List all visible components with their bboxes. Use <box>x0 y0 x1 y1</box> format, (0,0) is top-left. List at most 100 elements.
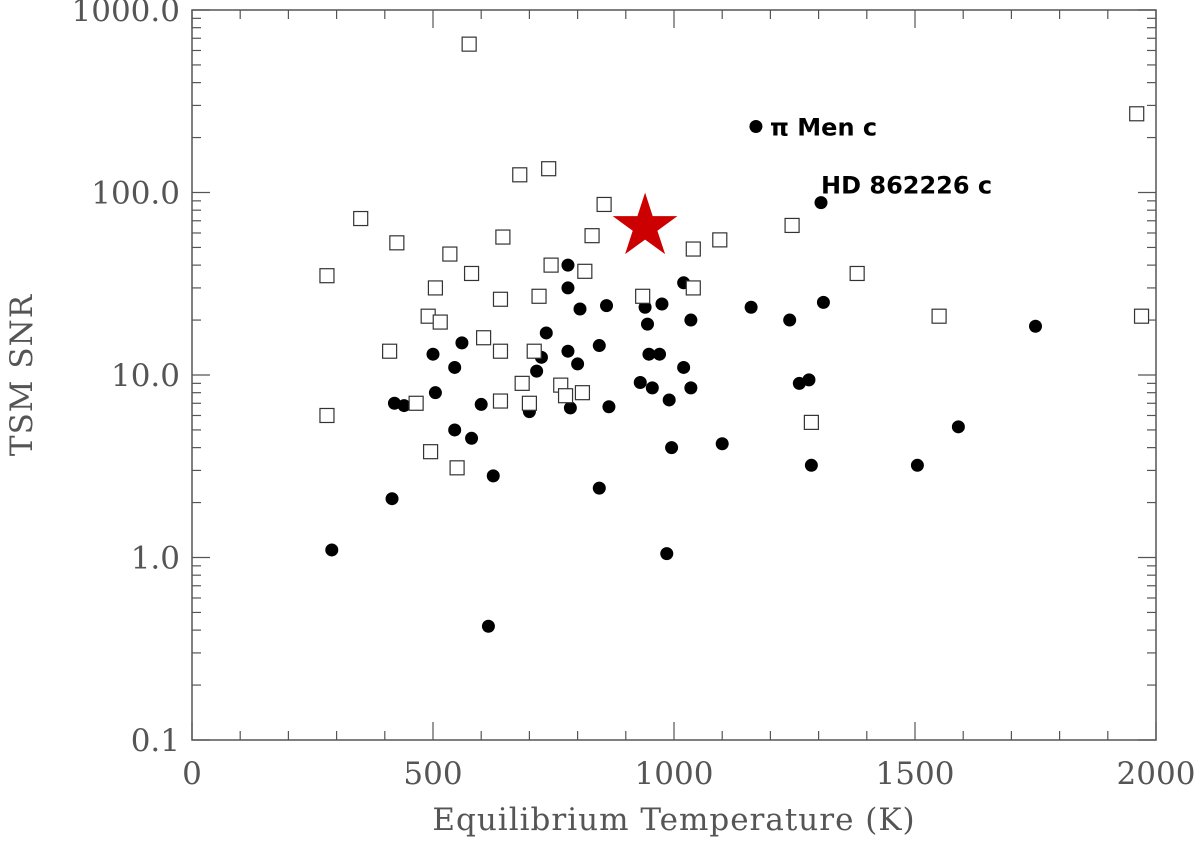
x-axis: 0 500 1000 1500 2000 <box>182 10 1195 792</box>
filled-circle-point <box>816 295 830 309</box>
filled-circle-point <box>397 399 411 413</box>
y-tick-label: 1.0 <box>131 541 180 577</box>
filled-circle-point <box>640 317 654 331</box>
y-axis: 0.1 1.0 10.0 100.0 1000.0 <box>72 0 1156 759</box>
filled-circle-point <box>448 423 462 437</box>
filled-circle-point <box>1029 319 1042 333</box>
open-square-point <box>584 228 600 244</box>
open-square-point <box>492 393 509 409</box>
open-square-point <box>463 265 480 282</box>
filled-circle-point <box>684 381 698 395</box>
filled-circle-point <box>455 336 469 350</box>
x-tick-label: 500 <box>403 756 462 792</box>
open-square-point <box>495 229 511 245</box>
open-square-point <box>449 460 465 476</box>
filled-circle-point <box>665 441 679 455</box>
open-square-point <box>422 444 439 460</box>
x-tick-label: 1000 <box>635 756 714 792</box>
x-tick-label: 1500 <box>876 756 955 792</box>
filled-circle-point <box>481 619 495 633</box>
x-tick-label: 2000 <box>1117 756 1196 792</box>
open-square-point <box>685 241 701 257</box>
filled-circle-point <box>563 401 577 415</box>
data-points <box>319 36 1150 633</box>
open-square-point <box>526 343 542 359</box>
filled-circle-point <box>385 492 399 506</box>
filled-circle-point <box>600 299 614 313</box>
annotations: π Men c HD 862226 c <box>770 113 992 199</box>
filled-circle-point <box>561 344 575 358</box>
filled-circle-point <box>561 281 575 295</box>
filled-circle-point <box>642 347 656 361</box>
filled-circle-point <box>951 420 965 434</box>
filled-circle-point <box>804 458 818 472</box>
filled-circle-point <box>633 375 647 389</box>
open-square-point <box>541 161 557 177</box>
open-square-point <box>577 263 593 279</box>
open-square-point <box>353 210 369 227</box>
y-axis-title: TSM SNR <box>4 293 40 456</box>
filled-circle-point <box>539 326 553 340</box>
filled-circle-point <box>645 381 659 395</box>
filled-circle-point <box>660 547 674 561</box>
annotation-label: π Men c <box>770 113 877 141</box>
open-square-point <box>784 217 800 234</box>
y-tick-label: 1000.0 <box>72 0 180 29</box>
y-tick-label: 100.0 <box>91 176 180 212</box>
star-marker <box>612 192 678 255</box>
filled-circle-point <box>662 393 676 407</box>
open-square-point <box>319 407 335 424</box>
open-square-point <box>803 414 819 430</box>
open-square-point <box>712 232 728 248</box>
open-square-point <box>389 235 405 251</box>
open-square-point <box>476 330 492 346</box>
filled-circle-point <box>715 437 729 451</box>
filled-circle-point <box>561 258 575 272</box>
filled-circle-point <box>749 119 763 133</box>
open-square-point <box>543 257 559 273</box>
x-tick-label: 0 <box>182 756 202 792</box>
filled-circle-point <box>910 458 924 472</box>
filled-circle-point <box>571 357 585 371</box>
open-square-point <box>512 167 528 183</box>
filled-circle-point <box>684 313 698 327</box>
filled-circle-point <box>465 431 479 445</box>
filled-circle-point <box>592 339 606 353</box>
filled-circle-point <box>653 347 667 361</box>
filled-circle-point <box>426 347 440 361</box>
open-square-point <box>382 343 398 359</box>
open-square-point <box>432 314 448 330</box>
open-square-point <box>492 291 509 307</box>
open-square-point <box>461 36 477 52</box>
y-tick-label: 10.0 <box>111 358 180 394</box>
filled-circle-point <box>783 313 797 327</box>
open-square-point <box>685 280 701 296</box>
y-tick-label: 0.1 <box>131 723 180 759</box>
filled-circle-point <box>814 196 828 210</box>
plot-border <box>191 9 1157 741</box>
filled-circle-point <box>744 300 758 314</box>
plot-frame <box>191 9 1157 741</box>
open-square-point <box>931 308 947 324</box>
open-square-point <box>635 288 651 304</box>
filled-circle-point <box>573 302 587 316</box>
open-square-point <box>1133 308 1150 324</box>
open-square-point <box>574 385 591 401</box>
filled-circle-point <box>592 481 606 495</box>
open-square-point <box>408 395 424 411</box>
open-square-point <box>427 280 444 296</box>
filled-circle-point <box>677 360 691 374</box>
filled-circle-point <box>802 373 816 387</box>
open-square-point <box>492 343 509 359</box>
open-square-point <box>557 388 574 404</box>
open-square-point <box>596 196 612 213</box>
filled-circle-point <box>602 400 616 414</box>
filled-circle-point <box>530 364 544 378</box>
filled-circle-point <box>448 360 462 374</box>
filled-circle-point <box>325 543 339 557</box>
open-square-point <box>849 265 865 282</box>
filled-circle-point <box>428 386 442 400</box>
open-square-point <box>442 246 458 262</box>
x-axis-title: Equilibrium Temperature (K) <box>432 802 915 838</box>
